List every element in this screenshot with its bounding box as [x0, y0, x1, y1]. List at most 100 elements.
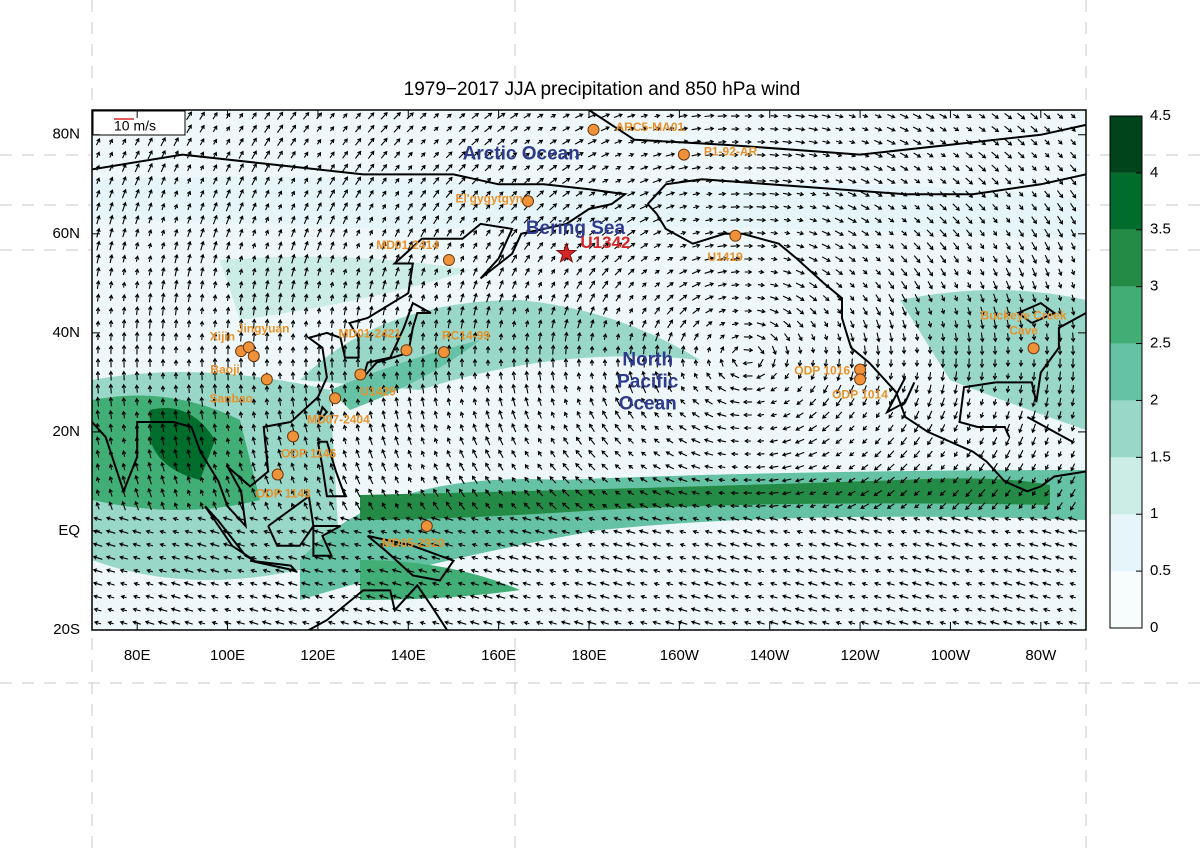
- site-marker: [437, 346, 450, 359]
- colorbar-tick-label: 0.5: [1150, 562, 1171, 579]
- y-tick-label: 80N: [52, 126, 80, 143]
- region-label: Ocean: [619, 393, 677, 414]
- vector-key-label: 10 m/s: [114, 118, 156, 134]
- colorbar-tick-label: 0: [1150, 619, 1158, 636]
- site-label: P1-92-AR: [704, 145, 758, 159]
- site-marker: [677, 148, 690, 161]
- x-tick-label: 100E: [210, 647, 245, 664]
- site-marker: [400, 344, 413, 357]
- site-marker: [442, 254, 455, 267]
- coastline: [362, 301, 432, 379]
- coastline: [316, 405, 329, 423]
- site-label: MD05-2920: [382, 536, 445, 550]
- colorbar-bin: [1110, 400, 1142, 458]
- y-tick-label: 20S: [53, 621, 80, 638]
- x-tick-label: 160W: [660, 647, 700, 664]
- site-marker: [260, 373, 273, 386]
- site-label: MD01-2421: [338, 326, 401, 340]
- site-label: U1419: [707, 250, 743, 264]
- site-label: Sanbao: [210, 392, 253, 406]
- target-site-marker: [555, 242, 578, 263]
- x-tick-label: 140E: [391, 647, 426, 664]
- coastline: [312, 525, 341, 557]
- site-label: MD07-2404: [307, 412, 370, 426]
- target-site-label: U1342: [580, 233, 630, 252]
- site-label: El'gygytgyn: [455, 191, 523, 205]
- coastline: [884, 376, 916, 415]
- site-label: Xijin: [210, 329, 235, 343]
- annotations: 80E 100E 120E 140E 160E 180E 160W 140W 120W 100W 8…: [52, 107, 1170, 664]
- site-marker: [242, 341, 255, 354]
- site-label: MD01-2414: [376, 238, 439, 252]
- colorbar-tick-label: 3: [1150, 278, 1158, 295]
- site-marker: [522, 195, 535, 208]
- coastline: [646, 173, 1086, 205]
- y-tick-label: EQ: [58, 522, 80, 539]
- coastline: [92, 153, 628, 530]
- coastline: [1026, 416, 1073, 443]
- site-marker: [329, 392, 342, 405]
- site-marker: [729, 229, 742, 242]
- x-tick-label: 100W: [931, 647, 971, 664]
- site-marker: [420, 520, 433, 532]
- region-label: Arctic Ocean: [463, 144, 580, 165]
- colorbar-tick-label: 1: [1150, 505, 1158, 522]
- region-label: Bering Sea: [526, 218, 626, 239]
- site-marker: [854, 363, 867, 376]
- colorbar-tick-label: 2.5: [1150, 335, 1171, 352]
- region-label: Pacific: [617, 371, 679, 392]
- coastline: [204, 505, 256, 562]
- site-marker: [587, 123, 600, 136]
- coastline: [958, 312, 1086, 438]
- site-marker: [247, 350, 260, 363]
- site-label: Buckeye Creek: [981, 308, 1067, 322]
- y-tick-label: 40N: [52, 324, 80, 341]
- colorbar-bin: [1110, 514, 1142, 572]
- colorbar-tick-label: 3.5: [1150, 221, 1171, 238]
- site-marker: [1027, 342, 1040, 355]
- x-tick-label: 80W: [1025, 647, 1057, 664]
- site-label: ARC5-MA01: [616, 120, 685, 134]
- vector-key-box: [92, 110, 186, 136]
- y-tick-label: 20N: [52, 423, 80, 440]
- coastline: [1016, 301, 1057, 324]
- colorbar-frame: [1109, 115, 1143, 629]
- site-label: Jingyuan: [237, 321, 290, 335]
- x-tick-label: 120E: [300, 647, 335, 664]
- x-tick-label: 140W: [750, 647, 790, 664]
- coastline: [306, 583, 449, 630]
- site-marker: [354, 368, 367, 381]
- coastline: [267, 494, 315, 547]
- x-tick-label: 80E: [124, 647, 151, 664]
- x-tick-label: 180E: [571, 647, 606, 664]
- x-tick-label: 120W: [840, 647, 880, 664]
- colorbar-bin: [1110, 229, 1142, 287]
- colorbar-tick-label: 4.5: [1150, 107, 1171, 124]
- site-marker: [287, 430, 300, 443]
- colorbar-bin: [1110, 457, 1142, 515]
- site-marker: [854, 373, 867, 386]
- site-label: ODP 1146: [281, 447, 336, 461]
- colorbar-bin: [1110, 286, 1142, 344]
- site-label: ODP 1014: [832, 388, 888, 402]
- colorbar-bin: [1110, 571, 1142, 628]
- site-label: U1429: [360, 385, 396, 399]
- coastline: [588, 110, 1086, 156]
- coastline: [249, 559, 299, 573]
- site-label: RC14-99: [442, 328, 490, 342]
- colorbar-bin: [1110, 172, 1142, 230]
- site-label: ODP 1016: [794, 364, 850, 378]
- colorbar-bin: [1110, 116, 1142, 173]
- colorbar-bin: [1110, 343, 1142, 401]
- x-tick-label: 160E: [481, 647, 516, 664]
- colorbar-tick-label: 2: [1150, 391, 1158, 408]
- site-label: Baoji: [210, 362, 239, 376]
- y-tick-label: 60N: [52, 225, 80, 242]
- region-label: North: [622, 349, 673, 370]
- colorbar-tick-label: 1.5: [1150, 448, 1171, 465]
- site-label: Cave: [1009, 323, 1038, 337]
- coastline: [316, 440, 347, 498]
- title: 1979−2017 JJA precipitation and 850 hPa …: [404, 79, 801, 100]
- site-marker: [271, 468, 284, 481]
